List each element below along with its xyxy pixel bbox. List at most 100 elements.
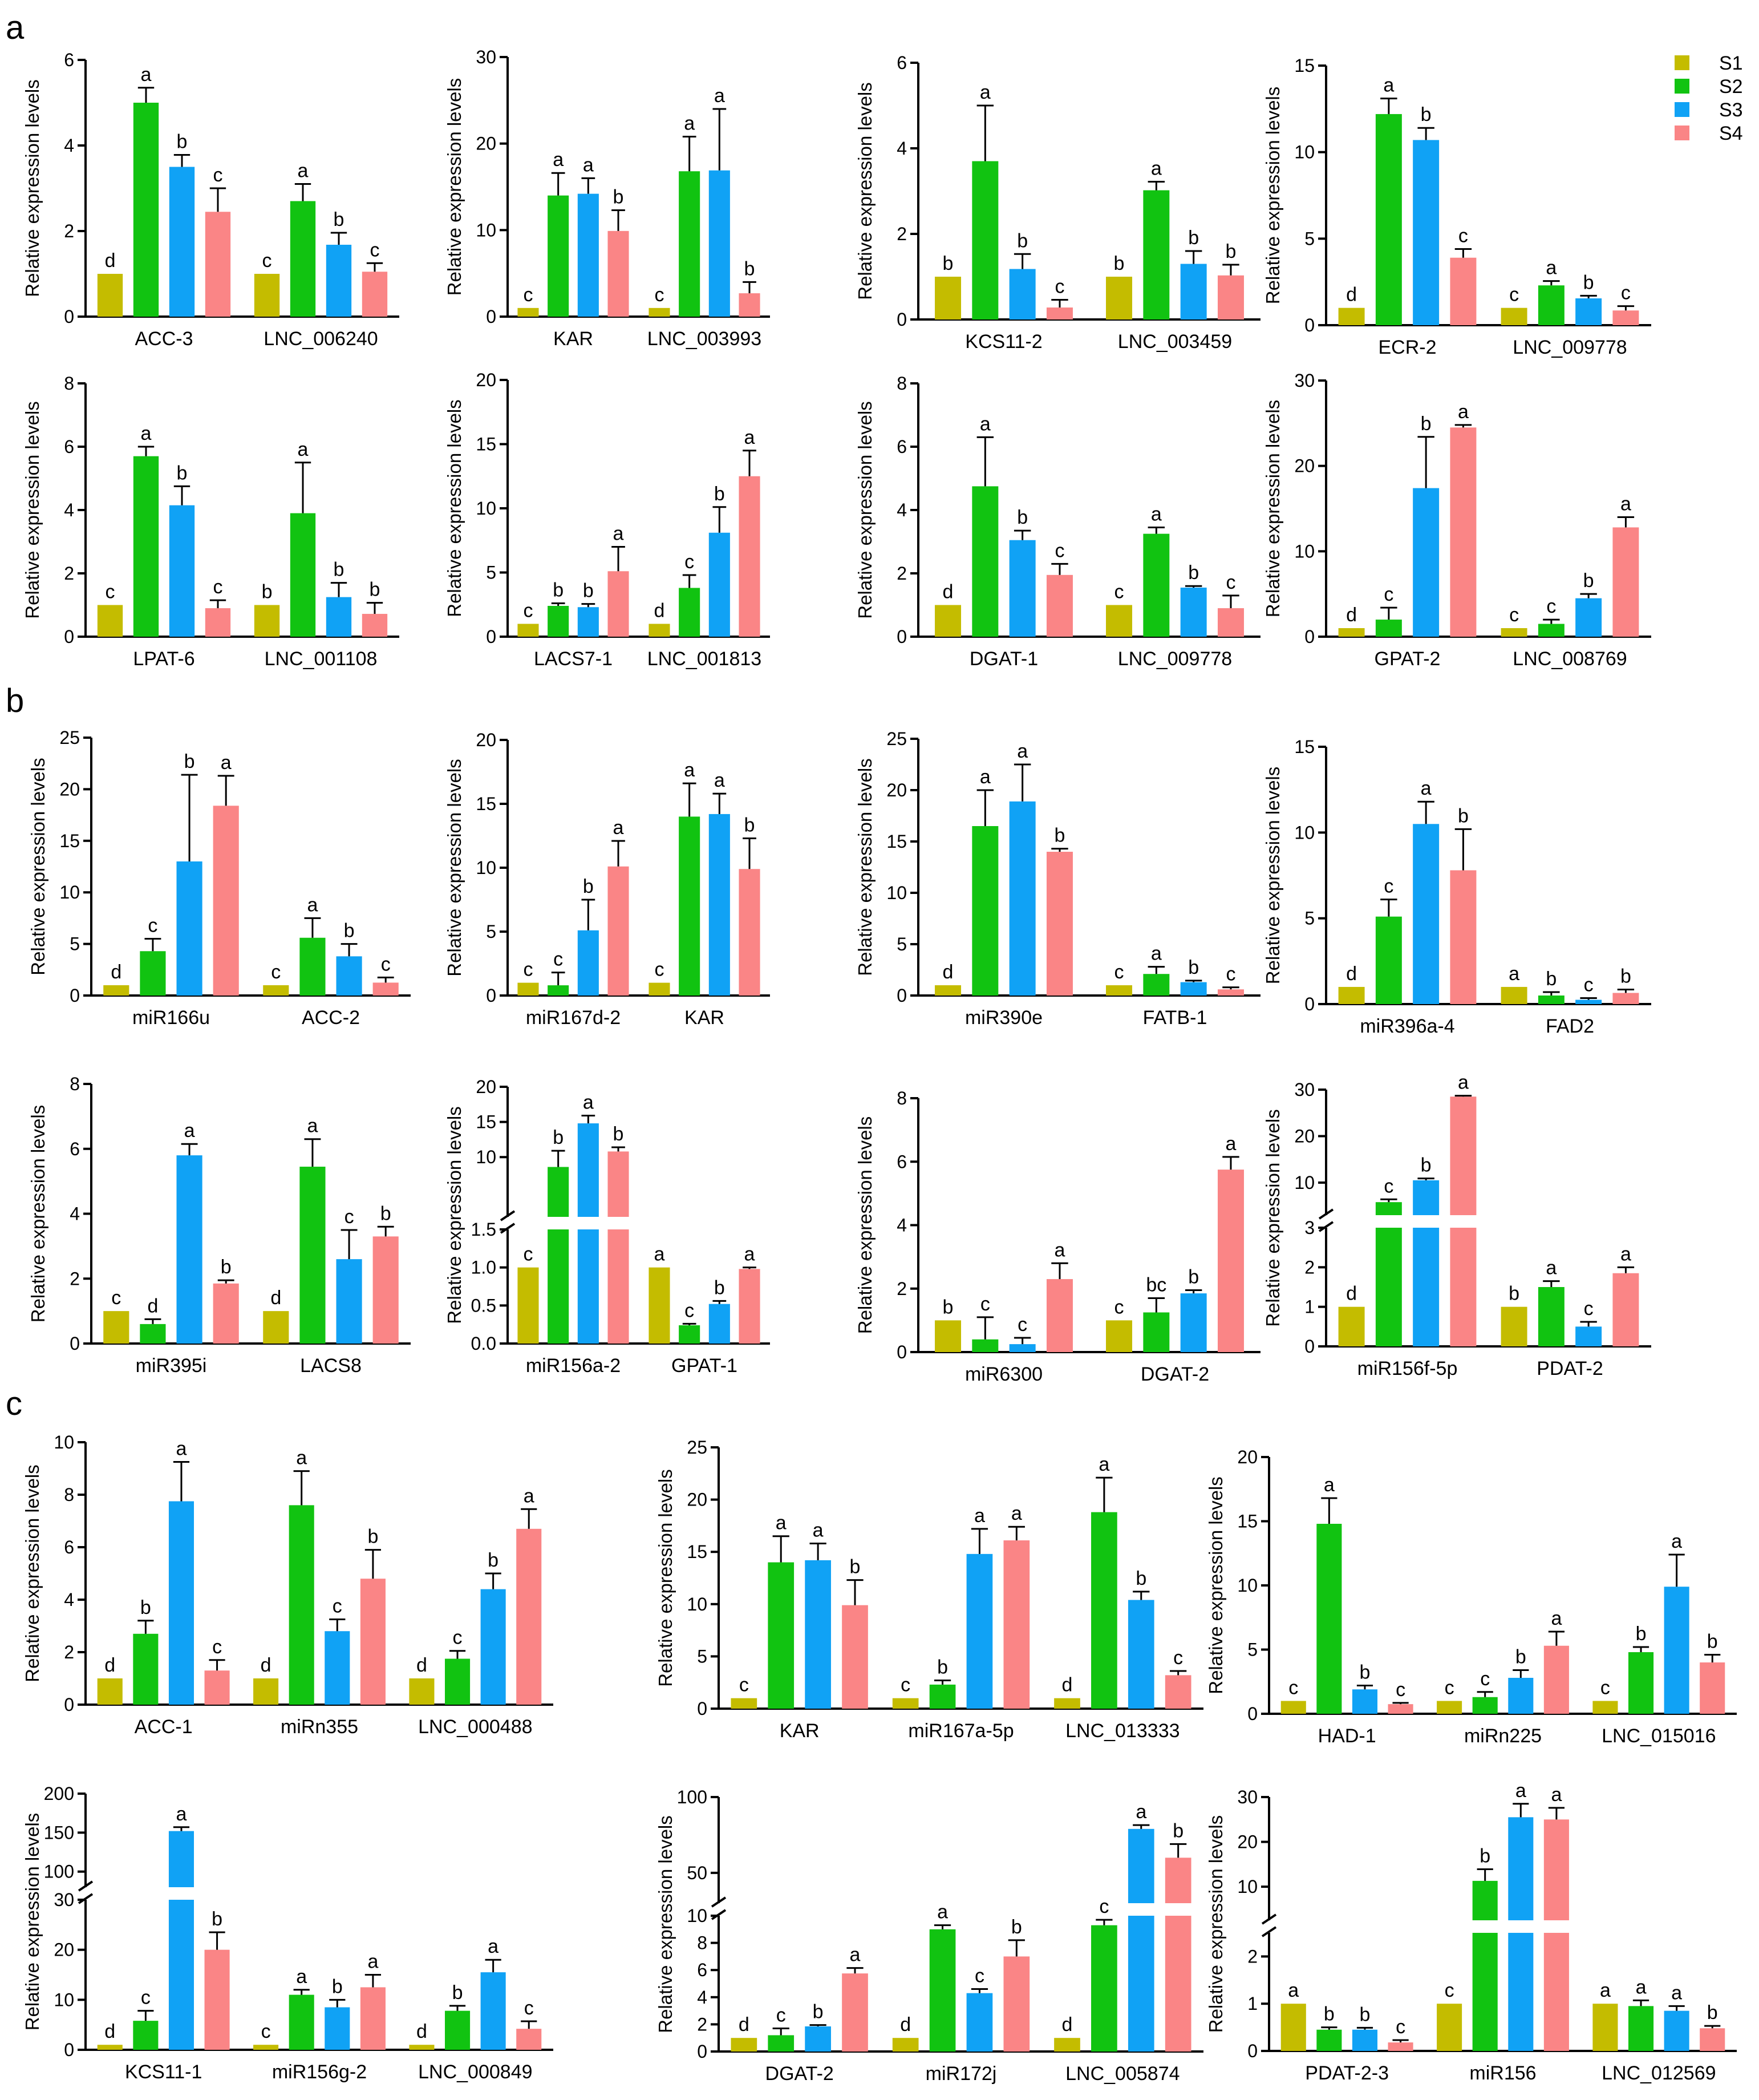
significance-letter: c	[1384, 876, 1393, 897]
bar-miR172j-s3	[966, 1993, 993, 2052]
y-tick-label: 5	[70, 934, 80, 954]
significance-letter: a	[613, 817, 624, 839]
x-category-label: GPAT-1	[671, 1355, 737, 1377]
y-tick-label: 15	[476, 434, 496, 455]
x-category-label: miR166u	[132, 1007, 210, 1029]
significance-letter: a	[307, 894, 318, 916]
y-axis-title: Relative expression levels	[1262, 400, 1283, 618]
significance-letter: c	[1621, 282, 1631, 304]
significance-letter: c	[1584, 974, 1594, 996]
significance-letter: b	[553, 1127, 564, 1148]
significance-letter: d	[1346, 604, 1357, 626]
bar-miR167d-2-s2	[548, 985, 569, 996]
significance-letter: a	[684, 113, 695, 135]
bar-PDAT-2-3-s2	[1316, 2029, 1342, 2051]
bar-miR167a-5p-s1	[892, 1698, 919, 1709]
y-tick-label: 0	[1247, 1704, 1258, 1724]
significance-letter: b	[1360, 2004, 1371, 2025]
panel-label-a: a	[6, 9, 25, 46]
y-tick-label: 5	[1304, 228, 1315, 249]
significance-letter: a	[1551, 1608, 1562, 1629]
bar-LNC_009778-s3	[1180, 587, 1207, 637]
bar-FAD2-s1	[1501, 986, 1527, 1004]
significance-letter: c	[1288, 1677, 1298, 1699]
bar-LNC_003993-s3	[708, 170, 730, 317]
significance-letter: a	[298, 439, 309, 460]
bar-miR395i-s4	[213, 1283, 239, 1344]
x-category-label: miR156	[1469, 2062, 1536, 2084]
bar-KAR-s4	[842, 1605, 868, 1709]
legend: S1 S2 S3 S4	[1675, 52, 1743, 144]
significance-letter: a	[583, 1092, 594, 1114]
significance-letter: a	[367, 1951, 378, 1973]
y-tick-label: 10	[476, 857, 496, 878]
x-category-label: KCS11-1	[125, 2061, 202, 2083]
bar-DGAT-2-s1	[731, 2038, 757, 2052]
significance-letter: b	[1188, 1267, 1199, 1288]
bar-miR156g-2-s4	[360, 1987, 386, 2050]
significance-letter: d	[654, 600, 665, 622]
significance-letter: a	[714, 770, 725, 791]
x-category-label: miR396a-4	[1360, 1015, 1454, 1037]
significance-letter: b	[1114, 253, 1125, 274]
bar-miR396a-4-s4	[1450, 870, 1477, 1004]
y-tick-label: 15	[1294, 737, 1315, 757]
chart-1: 0 2 4 6 Relative expression levels d a b c ACC-3 c…	[22, 50, 399, 350]
bar-HAD-1-s3	[1352, 1689, 1378, 1714]
significance-letter: d	[270, 1287, 281, 1309]
x-category-label: LNC_015016	[1602, 1725, 1716, 1747]
significance-letter: b	[1360, 1662, 1371, 1684]
bar-ECR-2-s1	[1338, 307, 1365, 325]
x-category-label: DGAT-1	[970, 648, 1038, 670]
significance-letter: bc	[1146, 1274, 1166, 1296]
bar-KAR-s3	[805, 1560, 831, 1709]
bar-miR166u-s2	[140, 951, 166, 996]
significance-letter: a	[937, 1901, 948, 1923]
bar-PDAT-2-s1	[1501, 1306, 1527, 1346]
bar-LACS8-s1	[263, 1311, 289, 1344]
bar-miRn225-s4	[1543, 1645, 1569, 1714]
y-tick-label: 10	[54, 1989, 74, 2010]
legend-label-s1: S1	[1719, 52, 1743, 74]
bar-KAR-s2	[679, 816, 700, 996]
y-tick-label: 15	[886, 831, 907, 852]
y-tick-label: 4	[897, 138, 907, 159]
significance-letter: a	[1421, 778, 1432, 799]
y-tick-label: 0	[70, 1333, 80, 1354]
bar-LNC_009778-s2	[1143, 533, 1170, 637]
significance-letter: c	[111, 1287, 121, 1309]
significance-letter: c	[1509, 604, 1519, 626]
bar-LACS8-s3	[336, 1259, 362, 1344]
y-tick-label: 10	[1294, 142, 1315, 163]
significance-letter: a	[221, 752, 232, 774]
y-axis-title: Relative expression levels	[444, 1106, 465, 1324]
x-category-label: LNC_013333	[1065, 1720, 1180, 1742]
y-tick-label: 4	[64, 500, 74, 520]
y-tick-label: 0.0	[471, 1333, 496, 1354]
panel-label-b: b	[6, 682, 24, 719]
bar-LNC_008769-s1	[1501, 628, 1527, 637]
significance-letter: b	[1458, 805, 1469, 827]
bar-KCS11-1-s1	[97, 2045, 123, 2050]
significance-letter: b	[1421, 1155, 1432, 1176]
bar-miR395i-s3	[176, 1155, 202, 1344]
significance-letter: b	[1188, 227, 1199, 249]
bar-miR395i-s1	[103, 1311, 129, 1344]
bar-ACC-3-s4	[205, 212, 231, 317]
significance-letter: c	[213, 164, 222, 186]
y-tick-label: 15	[1294, 55, 1315, 76]
y-tick-label: 10	[476, 1147, 496, 1167]
bar-miRn355-s2	[289, 1505, 314, 1705]
significance-letter: c	[1445, 1677, 1454, 1699]
bar-miR390e-s4	[1046, 852, 1073, 996]
significance-letter: c	[1480, 1668, 1490, 1690]
bar-miR395i-s2	[140, 1324, 166, 1344]
significance-letter: b	[1188, 562, 1199, 584]
y-tick-label: 10	[1294, 541, 1315, 561]
significance-letter: c	[654, 959, 664, 981]
x-category-label: miR6300	[965, 1363, 1043, 1385]
significance-letter: c	[1458, 225, 1468, 247]
y-tick-label: 30	[54, 1889, 74, 1910]
x-category-label: LNC_009778	[1118, 648, 1232, 670]
